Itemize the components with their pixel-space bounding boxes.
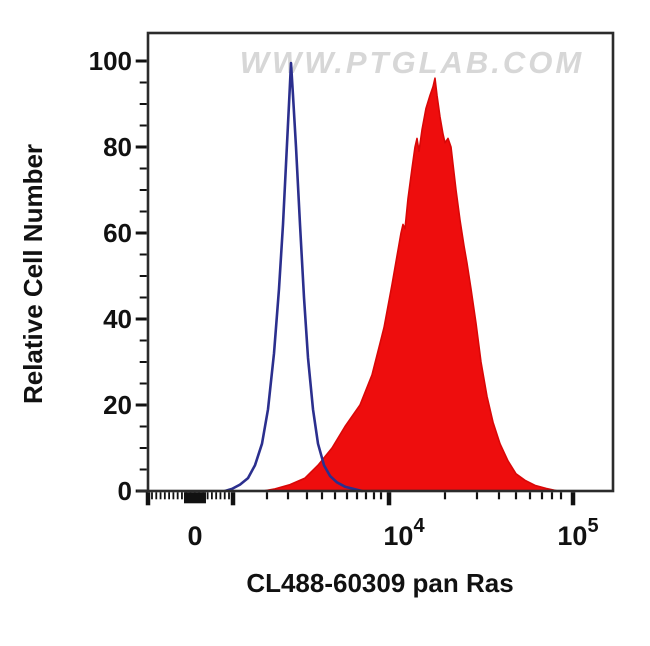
y-tick-label: 40 <box>103 304 132 334</box>
plot-border <box>146 31 615 493</box>
watermark-text: WWW.PTGLAB.COM <box>240 45 584 80</box>
red-filled-histogram <box>262 77 559 492</box>
x-zero-tick-block <box>183 492 206 504</box>
x-axis-tick-labels: 0 104 105 <box>187 515 598 551</box>
y-tick-label: 100 <box>89 46 132 76</box>
y-tick-label: 20 <box>103 390 132 420</box>
x-tick-label: 105 <box>557 515 598 551</box>
x-axis-ticks <box>137 489 576 506</box>
x-tick-label: 104 <box>383 515 425 551</box>
y-tick-label: 80 <box>103 132 132 162</box>
x-axis-title: CL488-60309 pan Ras <box>246 568 513 598</box>
y-tick-label: 0 <box>118 476 132 506</box>
blue-control-histogram <box>223 61 364 493</box>
y-tick-label: 60 <box>103 218 132 248</box>
y-axis-ticks <box>135 59 147 493</box>
y-axis-tick-labels: 0 20 40 60 80 100 <box>89 46 132 506</box>
y-axis-title: Relative Cell Number <box>18 144 48 404</box>
x-tick-label: 0 <box>187 521 202 551</box>
histogram-curves <box>223 61 559 493</box>
